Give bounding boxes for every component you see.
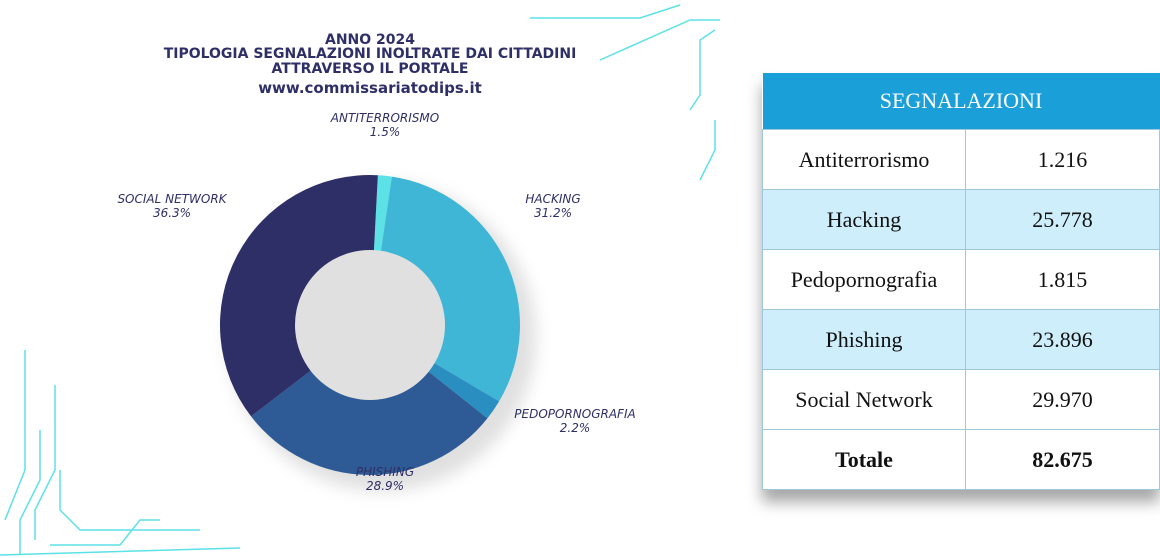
chart-subtitle: www.commissariatodips.it [258,79,482,97]
cell: Social Network [762,369,966,430]
cell: 1.216 [965,129,1160,190]
cell: Antiterrorismo [762,129,966,190]
slice-value-label: 28.9% [366,479,404,493]
slice-value-label: 36.3% [153,206,191,220]
table: SEGNALAZIONI Antiterrorismo 1.216 Hacking… [762,73,1160,490]
cell: 1.815 [965,249,1160,310]
cell: Hacking [762,189,966,250]
donut-slice [428,363,500,419]
slice-label: PEDOPORNOGRAFIA [514,407,635,421]
table-header: SEGNALAZIONI [762,73,1160,130]
slice-value-label: 2.2% [560,421,591,435]
donut-slice [380,176,520,402]
slice-value-label: 1.5% [370,125,401,139]
cell: Pedopornografia [762,249,966,310]
total-cell: 82.675 [965,429,1160,490]
slice-label: SOCIAL NETWORK [117,192,227,206]
cell: 25.778 [965,189,1160,250]
slice-label: PHISHING [356,465,414,479]
chart: ANNO 2024 TIPOLOGIA SEGNALAZIONI INOLTRA… [0,4,720,556]
slice-label: HACKING [525,192,580,206]
chart-title: ANNO 2024 [325,32,415,48]
donut-slice [251,370,488,475]
chart-subtitle: TIPOLOGIA SEGNALAZIONI INOLTRATE DAI CIT… [164,46,577,62]
slice-label: ANTITERRORISMO [330,111,439,125]
cell: 23.896 [965,309,1160,370]
slice-value-label: 31.2% [534,206,572,220]
donut-slice [373,175,392,251]
donut-slice [219,175,378,417]
chart-subtitle: ATTRAVERSO IL PORTALE [272,61,469,77]
total-cell: Totale [762,429,966,490]
cell: Phishing [762,309,966,370]
circuit-decoration [0,4,720,556]
cell: 29.970 [965,369,1160,430]
